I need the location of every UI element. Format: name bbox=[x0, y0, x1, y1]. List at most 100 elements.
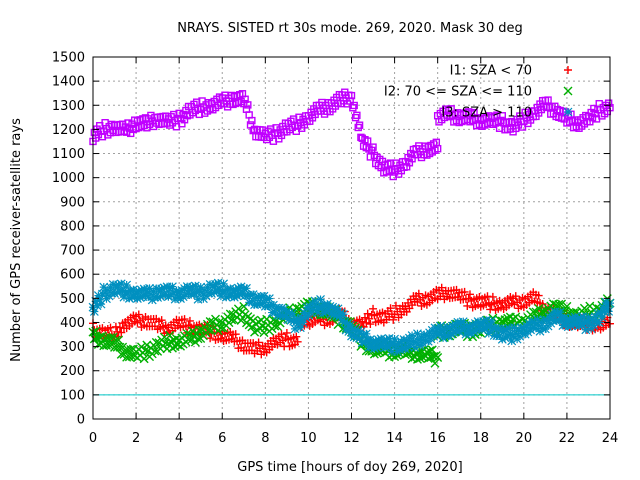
x-tick-label: 0 bbox=[89, 431, 97, 446]
data-point bbox=[462, 321, 472, 331]
data-point bbox=[314, 302, 324, 312]
data-point bbox=[365, 314, 374, 323]
data-point bbox=[597, 312, 607, 322]
data-point bbox=[360, 313, 369, 322]
data-point bbox=[361, 329, 371, 339]
data-point bbox=[186, 290, 196, 300]
y-tick-label: 100 bbox=[60, 388, 85, 403]
data-point bbox=[329, 310, 339, 320]
data-point bbox=[347, 331, 356, 341]
data-point bbox=[188, 282, 198, 292]
data-point bbox=[295, 323, 305, 333]
data-point bbox=[106, 323, 115, 332]
data-point bbox=[357, 338, 367, 347]
data-point bbox=[423, 354, 433, 364]
data-point bbox=[185, 283, 195, 293]
data-point bbox=[127, 292, 137, 302]
y-tick-label: 1000 bbox=[52, 171, 85, 186]
data-point bbox=[538, 299, 547, 308]
data-point bbox=[99, 282, 109, 292]
data-point bbox=[557, 299, 567, 309]
data-point bbox=[114, 335, 124, 345]
data-point bbox=[383, 341, 393, 351]
data-point bbox=[349, 332, 359, 342]
data-point bbox=[509, 323, 519, 332]
data-point bbox=[407, 331, 417, 340]
data-point bbox=[194, 325, 204, 335]
data-point bbox=[488, 292, 497, 301]
data-point bbox=[601, 297, 611, 307]
data-point bbox=[290, 324, 300, 334]
data-point bbox=[205, 317, 215, 326]
data-point bbox=[343, 319, 352, 329]
data-point bbox=[430, 323, 440, 333]
data-point bbox=[209, 287, 219, 297]
data-point bbox=[574, 321, 584, 331]
data-point bbox=[104, 340, 114, 350]
y-tick-label: 1100 bbox=[52, 147, 85, 162]
data-point bbox=[134, 286, 144, 296]
data-point bbox=[89, 307, 99, 316]
data-point bbox=[115, 287, 125, 296]
x-axis-label: GPS time [hours of doy 269, 2020] bbox=[237, 460, 462, 475]
data-point bbox=[213, 278, 223, 288]
data-point bbox=[581, 325, 591, 335]
data-point bbox=[126, 286, 136, 296]
data-point bbox=[390, 334, 400, 344]
data-point bbox=[316, 295, 325, 304]
data-point bbox=[344, 327, 354, 336]
data-point bbox=[297, 313, 307, 323]
data-point bbox=[412, 354, 422, 364]
data-point bbox=[569, 320, 579, 330]
data-point bbox=[151, 284, 161, 293]
data-point bbox=[369, 344, 379, 353]
data-point bbox=[362, 318, 371, 327]
y-tick-label: 0 bbox=[77, 413, 85, 428]
data-point bbox=[337, 316, 347, 326]
data-point bbox=[363, 309, 372, 318]
data-point bbox=[562, 315, 572, 325]
y-tick-label: 800 bbox=[60, 219, 85, 234]
data-point bbox=[124, 293, 134, 303]
data-point bbox=[604, 306, 614, 316]
data-point bbox=[442, 322, 452, 332]
x-tick-label: 2 bbox=[132, 431, 140, 446]
data-point bbox=[359, 330, 369, 340]
legend-marker bbox=[563, 86, 573, 96]
data-point bbox=[452, 325, 461, 335]
data-point bbox=[480, 323, 490, 333]
data-point bbox=[93, 291, 103, 300]
data-point bbox=[528, 307, 538, 317]
data-point bbox=[579, 318, 589, 328]
data-point bbox=[386, 340, 395, 350]
data-point bbox=[505, 330, 515, 339]
data-point bbox=[96, 299, 106, 309]
data-point bbox=[347, 91, 356, 100]
data-point bbox=[328, 302, 338, 312]
data-point bbox=[371, 336, 381, 346]
data-point bbox=[596, 308, 606, 318]
data-point bbox=[553, 308, 562, 318]
data-point bbox=[133, 294, 142, 304]
data-point bbox=[95, 295, 105, 305]
data-point bbox=[154, 285, 164, 295]
data-point bbox=[430, 358, 440, 368]
chart-title: NRAYS. SISTED rt 30s mode. 269, 2020. Ma… bbox=[177, 21, 523, 36]
data-point bbox=[426, 353, 436, 363]
data-point bbox=[293, 314, 303, 323]
data-point bbox=[441, 330, 451, 340]
data-point bbox=[248, 116, 256, 125]
data-point bbox=[206, 334, 215, 343]
data-point bbox=[364, 342, 374, 352]
data-point bbox=[293, 337, 302, 346]
data-point bbox=[534, 291, 543, 300]
data-point bbox=[231, 284, 241, 294]
data-point bbox=[155, 292, 165, 301]
legend-label: I2: 70 <= SZA <= 110 bbox=[384, 85, 532, 100]
data-point bbox=[348, 324, 358, 334]
data-point bbox=[193, 294, 203, 304]
data-point bbox=[558, 321, 568, 330]
data-point bbox=[282, 307, 292, 317]
series-6 bbox=[433, 96, 614, 136]
data-point bbox=[460, 287, 469, 296]
